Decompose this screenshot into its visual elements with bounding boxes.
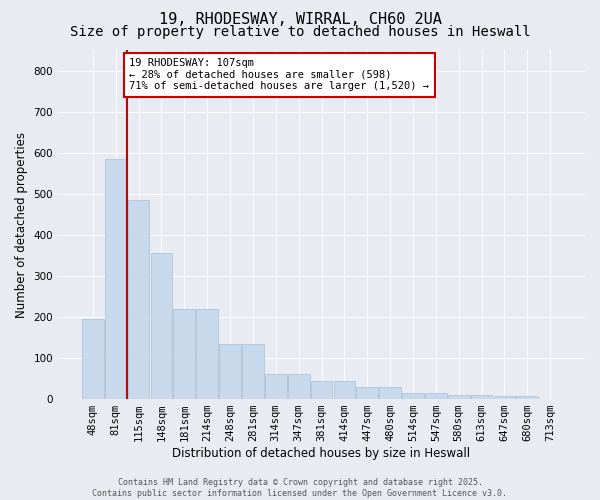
Bar: [128, 200, 149, 399]
Bar: [265, 374, 287, 399]
Bar: [334, 380, 355, 399]
Bar: [288, 374, 310, 399]
Bar: [448, 395, 470, 399]
Bar: [82, 319, 104, 399]
Bar: [471, 395, 493, 399]
Bar: [425, 393, 447, 399]
Bar: [517, 396, 538, 399]
Bar: [196, 308, 218, 399]
Bar: [356, 387, 378, 399]
Bar: [311, 380, 332, 399]
Bar: [151, 254, 172, 399]
Text: 19, RHODESWAY, WIRRAL, CH60 2UA: 19, RHODESWAY, WIRRAL, CH60 2UA: [158, 12, 442, 28]
X-axis label: Distribution of detached houses by size in Heswall: Distribution of detached houses by size …: [172, 447, 470, 460]
Bar: [105, 159, 127, 399]
Bar: [379, 387, 401, 399]
Text: Size of property relative to detached houses in Heswall: Size of property relative to detached ho…: [70, 25, 530, 39]
Bar: [173, 308, 195, 399]
Text: Contains HM Land Registry data © Crown copyright and database right 2025.
Contai: Contains HM Land Registry data © Crown c…: [92, 478, 508, 498]
Y-axis label: Number of detached properties: Number of detached properties: [15, 132, 28, 318]
Text: 19 RHODESWAY: 107sqm
← 28% of detached houses are smaller (598)
71% of semi-deta: 19 RHODESWAY: 107sqm ← 28% of detached h…: [130, 58, 430, 92]
Bar: [242, 344, 264, 399]
Bar: [494, 396, 515, 399]
Bar: [402, 393, 424, 399]
Bar: [219, 344, 241, 399]
